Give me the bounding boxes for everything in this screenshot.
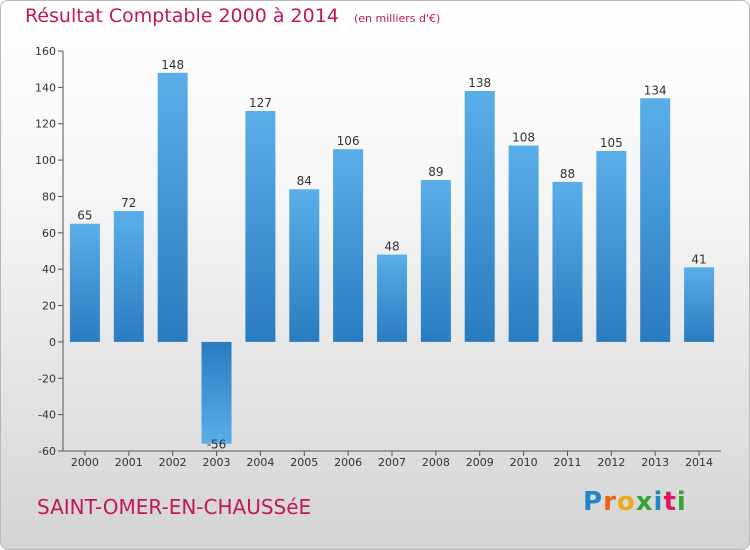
bar bbox=[377, 254, 407, 342]
x-tick-label: 2003 bbox=[203, 456, 231, 469]
y-tick-label: 140 bbox=[35, 81, 56, 94]
x-tick-label: 2012 bbox=[597, 456, 625, 469]
y-tick-label: 80 bbox=[42, 190, 56, 203]
y-tick-label: 160 bbox=[35, 45, 56, 58]
bar bbox=[508, 145, 539, 342]
y-tick-label: 40 bbox=[42, 263, 56, 276]
bar bbox=[245, 111, 276, 342]
proxiti-logo[interactable]: Proxiti bbox=[583, 487, 687, 517]
bar bbox=[420, 180, 451, 342]
data-label: 105 bbox=[600, 136, 623, 150]
y-tick-label: -20 bbox=[38, 372, 56, 385]
data-label: 134 bbox=[644, 83, 667, 97]
value-labels: 65 72 148 -56 127 84 106 48 89 138 108 88 105 134 41 bbox=[77, 58, 706, 452]
bar bbox=[201, 341, 232, 444]
data-label: 72 bbox=[121, 196, 136, 210]
y-tick-label: 60 bbox=[42, 227, 56, 240]
data-label: -56 bbox=[207, 438, 227, 452]
chart-unit-text: (en milliers d'€) bbox=[353, 12, 441, 25]
data-label: 127 bbox=[249, 96, 272, 110]
data-label: 41 bbox=[691, 252, 706, 266]
bars bbox=[69, 72, 715, 444]
y-tick-label: 20 bbox=[42, 300, 56, 313]
commune-name: SAINT-OMER-EN-CHAUSSéE bbox=[37, 495, 312, 519]
data-label: 148 bbox=[161, 58, 184, 72]
y-tick-label: 120 bbox=[35, 118, 56, 131]
x-tick-label: 2000 bbox=[71, 456, 99, 469]
x-tick-label: 2013 bbox=[641, 456, 669, 469]
data-label: 88 bbox=[560, 167, 575, 181]
bar bbox=[69, 223, 100, 342]
data-label: 108 bbox=[512, 131, 535, 145]
x-tick-label: 2002 bbox=[159, 456, 187, 469]
bar bbox=[596, 151, 627, 342]
data-label: 138 bbox=[468, 76, 491, 90]
x-tick-label: 2001 bbox=[115, 456, 143, 469]
data-label: 89 bbox=[428, 165, 443, 179]
y-tick-label: 100 bbox=[35, 154, 56, 167]
y-tick-label: -40 bbox=[38, 409, 56, 422]
x-tick-label: 2004 bbox=[246, 456, 274, 469]
x-tick-label: 2008 bbox=[422, 456, 450, 469]
axes: -60 -40 -20 0 20 40 60 80 100 120 140 160 2000 2001 20… bbox=[35, 45, 721, 469]
x-tick-label: 2007 bbox=[378, 456, 406, 469]
chart-title-text: Résultat Comptable 2000 à 2014 bbox=[25, 5, 339, 27]
y-tick-label: 0 bbox=[49, 336, 56, 349]
bar bbox=[552, 181, 583, 342]
chart-title: Résultat Comptable 2000 à 2014 (en milli… bbox=[25, 5, 440, 27]
x-tick-label: 2006 bbox=[334, 456, 362, 469]
x-tick-label: 2009 bbox=[466, 456, 494, 469]
bar bbox=[640, 98, 671, 342]
y-tick-label: -60 bbox=[38, 445, 56, 458]
x-tick-label: 2010 bbox=[510, 456, 538, 469]
data-label: 84 bbox=[297, 174, 312, 188]
bar bbox=[289, 189, 320, 342]
bar bbox=[464, 91, 495, 342]
data-label: 48 bbox=[384, 240, 399, 254]
bar bbox=[113, 211, 144, 342]
bar bbox=[333, 149, 364, 342]
data-label: 106 bbox=[337, 134, 360, 148]
data-label: 65 bbox=[77, 209, 92, 223]
x-tick-label: 2005 bbox=[290, 456, 318, 469]
x-tick-label: 2014 bbox=[685, 456, 713, 469]
bar bbox=[684, 267, 715, 342]
x-tick-label: 2011 bbox=[553, 456, 581, 469]
bar bbox=[157, 72, 188, 342]
